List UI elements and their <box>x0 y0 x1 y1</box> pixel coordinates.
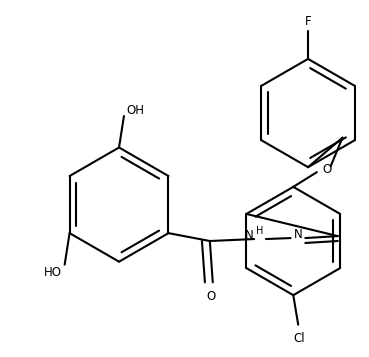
Text: O: O <box>206 290 215 303</box>
Text: N: N <box>244 228 253 242</box>
Text: H: H <box>256 226 263 236</box>
Text: Cl: Cl <box>293 332 305 345</box>
Text: OH: OH <box>126 104 144 117</box>
Text: O: O <box>323 163 332 176</box>
Text: N: N <box>293 228 302 241</box>
Text: F: F <box>305 15 311 28</box>
Text: HO: HO <box>44 266 62 279</box>
